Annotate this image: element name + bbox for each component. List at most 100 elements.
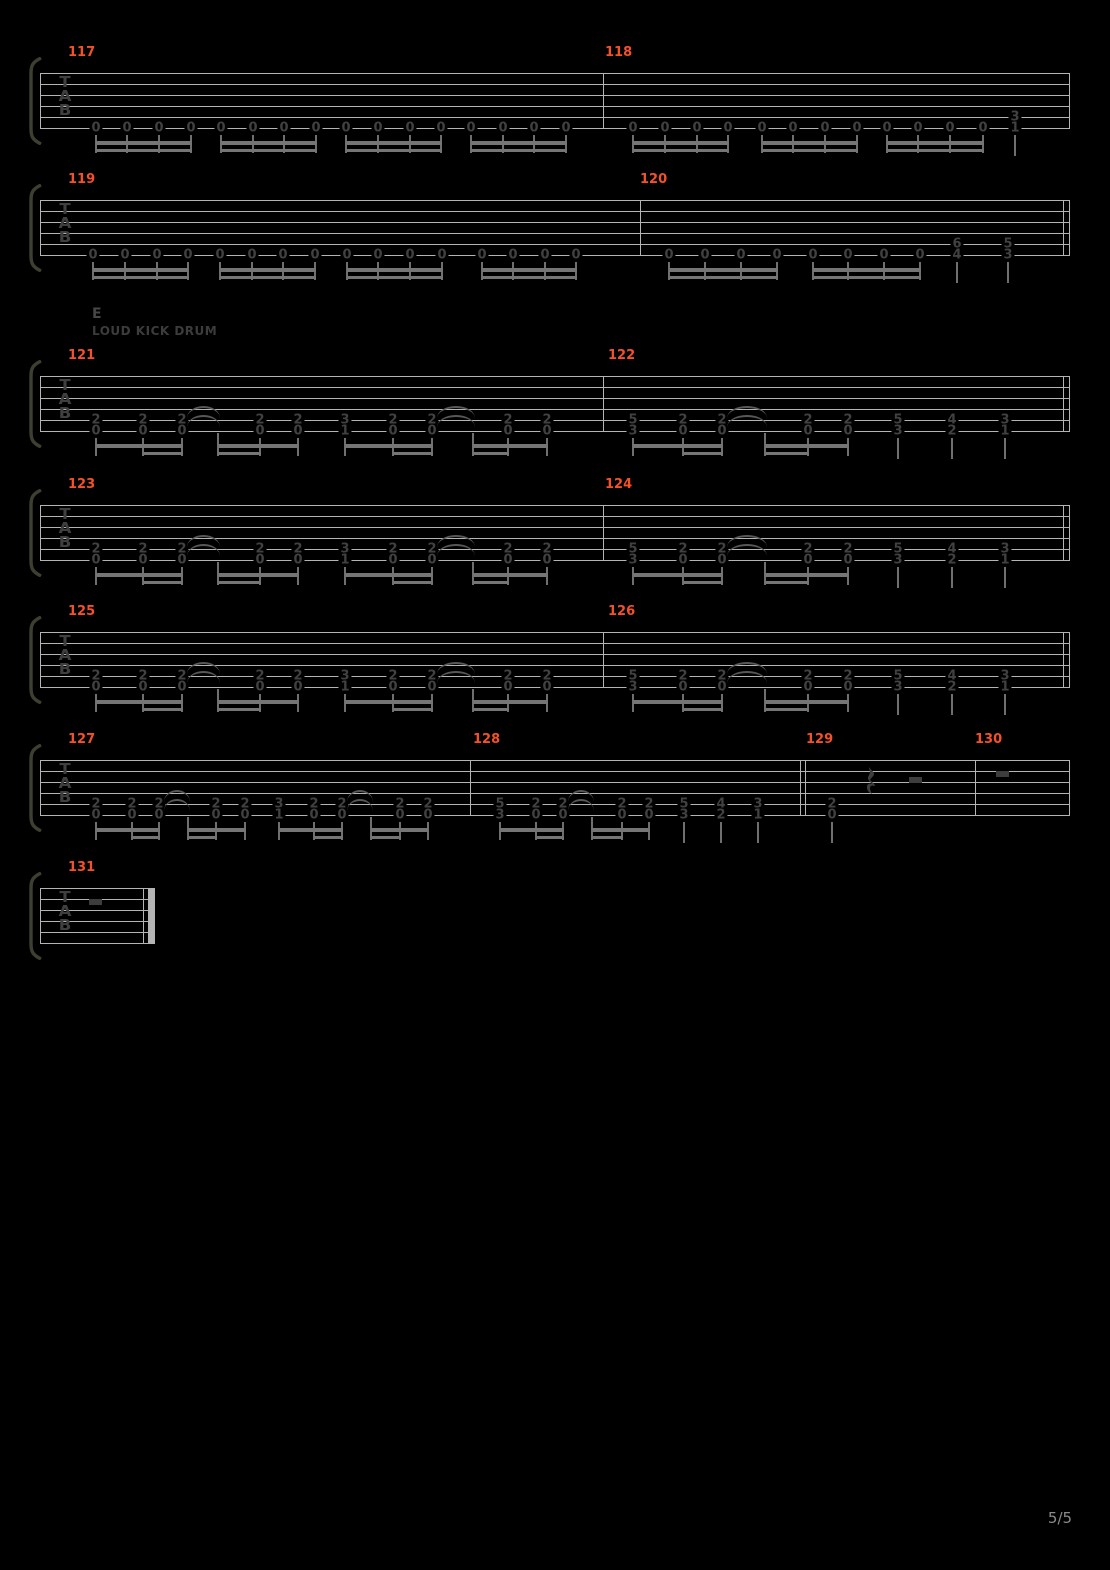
note-stem <box>831 822 833 843</box>
tab-clef-letter: A <box>58 774 72 792</box>
note-stem <box>951 567 953 588</box>
note-stem <box>683 822 685 843</box>
fret-number: 2 <box>715 668 729 684</box>
fret-number: 3 <box>1001 247 1015 263</box>
fret-number: 2 <box>152 796 166 812</box>
fret-number: 1 <box>338 679 352 695</box>
beam-primary <box>92 268 189 272</box>
staff-line <box>40 560 1070 561</box>
note-stem <box>956 262 958 283</box>
tie-arc <box>568 799 594 811</box>
fret-number: 2 <box>425 668 439 684</box>
fret-number: 2 <box>801 541 815 557</box>
fret-number: 0 <box>841 552 855 568</box>
fret-number: 0 <box>818 120 832 136</box>
fret-number: 2 <box>825 796 839 812</box>
staff-line <box>40 760 1070 761</box>
fret-number: 5 <box>1001 236 1015 252</box>
beam-secondary <box>142 580 183 584</box>
fret-number: 2 <box>136 668 150 684</box>
end-barline <box>1069 73 1071 129</box>
end-barline <box>1069 376 1071 432</box>
fret-number: 0 <box>976 120 990 136</box>
note-stem <box>1004 438 1006 459</box>
tab-clef-letter: B <box>58 916 72 934</box>
tab-clef-letter: T <box>59 505 71 523</box>
measure-number: 123 <box>68 477 96 492</box>
fret-number: 0 <box>801 679 815 695</box>
fret-number: 0 <box>152 120 166 136</box>
fret-number: 2 <box>253 541 267 557</box>
beam-primary <box>220 141 317 145</box>
fret-number: 2 <box>642 796 656 812</box>
fret-number: 0 <box>136 423 150 439</box>
fret-number: 0 <box>214 120 228 136</box>
tie-arc <box>437 415 475 427</box>
tab-clef-letter: T <box>59 376 71 394</box>
section-label: LOUD KICK DRUM <box>92 324 218 338</box>
tie-arc <box>347 790 373 802</box>
staff-line <box>40 233 1070 234</box>
measure-number: 120 <box>640 172 668 187</box>
fret-number: 0 <box>175 679 189 695</box>
fret-number: 0 <box>538 247 552 263</box>
tie-arc <box>437 406 475 418</box>
beam-primary <box>761 141 858 145</box>
staff-line <box>40 420 1070 421</box>
staff-line <box>40 921 155 922</box>
fret-number: 2 <box>175 412 189 428</box>
fret-number: 2 <box>676 412 690 428</box>
fret-number: 2 <box>556 796 570 812</box>
beam-secondary <box>392 580 433 584</box>
beam-secondary <box>95 148 192 152</box>
beam-primary <box>591 828 650 832</box>
beam-secondary <box>472 451 509 455</box>
fret-number: 0 <box>425 679 439 695</box>
barline <box>603 505 604 561</box>
beam-secondary <box>632 148 729 152</box>
fret-number: 2 <box>291 668 305 684</box>
fret-number: 0 <box>527 120 541 136</box>
tab-clef-letter: A <box>58 214 72 232</box>
beam-secondary <box>131 835 160 839</box>
fret-number: 2 <box>89 412 103 428</box>
fret-number: 2 <box>945 679 959 695</box>
fret-number: 2 <box>540 541 554 557</box>
fret-number: 3 <box>891 423 905 439</box>
staff-line <box>40 398 1070 399</box>
fret-number: 0 <box>291 552 305 568</box>
fret-number: 2 <box>421 796 435 812</box>
barline <box>805 760 806 816</box>
tab-clef-letter: T <box>59 888 71 906</box>
fret-number: 0 <box>841 247 855 263</box>
fret-number: 0 <box>339 120 353 136</box>
fret-number: 6 <box>950 236 964 252</box>
fret-number: 0 <box>181 247 195 263</box>
measure-number: 129 <box>806 732 834 747</box>
measure-number: 128 <box>473 732 501 747</box>
fret-number: 0 <box>721 120 735 136</box>
beam-secondary <box>392 451 433 455</box>
tab-clef-letter: B <box>58 533 72 551</box>
staff-line <box>40 932 155 933</box>
note-stem <box>951 694 953 715</box>
measure-number: 117 <box>68 45 96 60</box>
fret-number: 1 <box>1008 120 1022 136</box>
fret-number: 2 <box>89 796 103 812</box>
fret-number: 0 <box>755 120 769 136</box>
note-stem <box>1014 135 1016 156</box>
fret-number: 4 <box>945 668 959 684</box>
beam-primary <box>345 141 442 145</box>
fret-number: 0 <box>501 552 515 568</box>
system-bracket <box>27 488 45 581</box>
staff-line <box>40 387 1070 388</box>
fret-number: 0 <box>253 552 267 568</box>
fret-number: 2 <box>89 541 103 557</box>
fret-number: 0 <box>89 679 103 695</box>
page-indicator: 5/5 <box>1047 1509 1073 1527</box>
fret-number: 0 <box>615 807 629 823</box>
fret-number: 0 <box>386 552 400 568</box>
fret-number: 0 <box>676 423 690 439</box>
barline <box>603 73 604 129</box>
fret-number: 4 <box>945 412 959 428</box>
